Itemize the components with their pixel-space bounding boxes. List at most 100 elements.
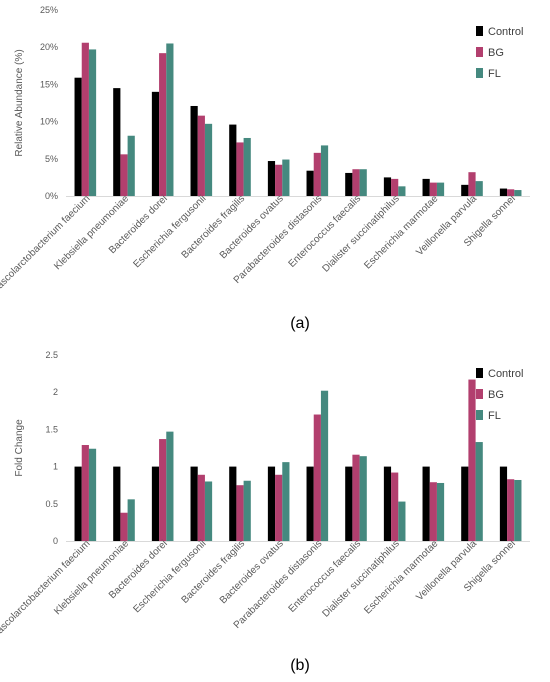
- bar-fl-9: [398, 501, 406, 541]
- bar-bg-8: [352, 169, 360, 196]
- category-label: Enterococcus faecalis: [287, 538, 364, 615]
- bar-fl-6: [282, 462, 290, 541]
- bar-bg-2: [120, 512, 128, 541]
- bar-control-4: [190, 466, 198, 541]
- bar-fl-4: [204, 481, 213, 541]
- y-tick-label: 0.5: [45, 499, 58, 509]
- y-tick-label: 25%: [40, 5, 58, 15]
- bar-bg-9: [391, 472, 399, 541]
- bar-control-1: [74, 77, 82, 196]
- bar-fl-9: [398, 186, 406, 196]
- y-tick-label: 0: [53, 536, 58, 546]
- bar-bg-6: [275, 474, 283, 541]
- legend-swatch-control: [476, 26, 483, 36]
- bar-control-11: [461, 466, 469, 541]
- bar-bg-4: [197, 115, 205, 196]
- bar-control-10: [422, 466, 430, 541]
- category-label: Escherichia marmotae: [362, 538, 440, 616]
- bar-fl-11: [475, 181, 483, 196]
- category-label: Enterococcus faecalis: [287, 193, 364, 270]
- bar-control-7: [306, 466, 314, 541]
- y-axis-title: Fold Change: [14, 419, 25, 477]
- legend-label-bg: BG: [488, 47, 504, 59]
- panel-label: (a): [290, 315, 310, 332]
- category-label: Dialister succinatiphilus: [321, 538, 402, 619]
- bar-bg-5: [236, 142, 244, 196]
- legend-swatch-control: [476, 368, 483, 378]
- bar-fl-5: [243, 480, 251, 541]
- bar-control-12: [499, 466, 508, 541]
- bar-fl-3: [166, 431, 174, 541]
- y-tick-label: 1.5: [45, 424, 58, 434]
- bar-fl-10: [436, 482, 445, 541]
- bar-fl-12: [514, 479, 522, 541]
- bar-fl-1: [88, 448, 97, 541]
- bar-bg-10: [429, 182, 437, 196]
- bar-bg-3: [159, 439, 167, 541]
- bar-bg-11: [468, 172, 476, 196]
- bar-fl-12: [514, 190, 522, 196]
- bar-bg-1: [81, 445, 89, 541]
- legend-label-fl: FL: [488, 68, 501, 80]
- bar-fl-8: [359, 456, 367, 541]
- bar-fl-4: [204, 123, 213, 196]
- bar-control-5: [229, 124, 237, 196]
- bar-fl-6: [282, 159, 290, 196]
- bar-control-3: [151, 466, 160, 541]
- legend-label-bg: BG: [488, 389, 504, 401]
- y-axis-title: Relative Abundance (%): [14, 49, 25, 156]
- bar-bg-6: [275, 164, 283, 196]
- legend-swatch-bg: [476, 47, 483, 57]
- bar-bg-2: [120, 154, 128, 196]
- bar-fl-2: [127, 135, 135, 196]
- bar-bg-11: [468, 379, 476, 541]
- bar-fl-7: [320, 145, 329, 196]
- y-tick-label: 15%: [40, 79, 58, 89]
- bar-control-4: [190, 105, 198, 196]
- bar-bg-4: [197, 474, 205, 541]
- bar-fl-3: [166, 43, 174, 197]
- bar-fl-10: [436, 182, 445, 196]
- category-label: Escherichia fergusonii: [132, 193, 209, 270]
- bar-bg-12: [507, 479, 515, 541]
- bar-control-6: [267, 466, 276, 541]
- bar-bg-3: [159, 53, 167, 197]
- bar-control-8: [345, 466, 353, 541]
- bar-bg-9: [391, 178, 399, 196]
- category-label: Klebsiella pneumoniae: [52, 193, 131, 272]
- bar-bg-10: [429, 482, 437, 541]
- category-label: Dialister succinatiphilus: [321, 193, 402, 274]
- panel-label: (b): [290, 657, 310, 674]
- bar-control-2: [113, 466, 121, 541]
- category-label: Escherichia marmotae: [362, 193, 440, 271]
- y-tick-label: 10%: [40, 117, 58, 127]
- bar-fl-1: [88, 49, 97, 197]
- bar-control-12: [499, 188, 508, 196]
- y-tick-label: 0%: [45, 191, 58, 201]
- bar-bg-1: [81, 42, 89, 196]
- y-tick-label: 1: [53, 462, 58, 472]
- bar-control-8: [345, 172, 353, 196]
- category-label: Klebsiella pneumoniae: [52, 538, 131, 617]
- y-tick-label: 20%: [40, 42, 58, 52]
- bar-control-3: [151, 91, 160, 196]
- bar-bg-12: [507, 189, 515, 196]
- y-tick-label: 2: [53, 387, 58, 397]
- bar-control-10: [422, 178, 430, 196]
- category-label: Escherichia fergusonii: [132, 538, 209, 615]
- chart-panel-1: 0%5%10%15%20%25%Relative Abundance (%)Ph…: [0, 5, 530, 332]
- bar-fl-7: [320, 390, 329, 541]
- y-tick-label: 5%: [45, 154, 58, 164]
- bar-fl-5: [243, 137, 251, 196]
- bar-control-9: [383, 466, 392, 541]
- bar-control-9: [383, 177, 392, 196]
- bar-control-1: [74, 466, 82, 541]
- bar-control-6: [267, 161, 276, 196]
- legend-swatch-fl: [476, 68, 483, 78]
- bar-fl-2: [127, 499, 135, 541]
- bar-control-7: [306, 170, 314, 196]
- bar-fl-8: [359, 169, 367, 196]
- bar-control-5: [229, 466, 237, 541]
- legend-swatch-fl: [476, 410, 483, 420]
